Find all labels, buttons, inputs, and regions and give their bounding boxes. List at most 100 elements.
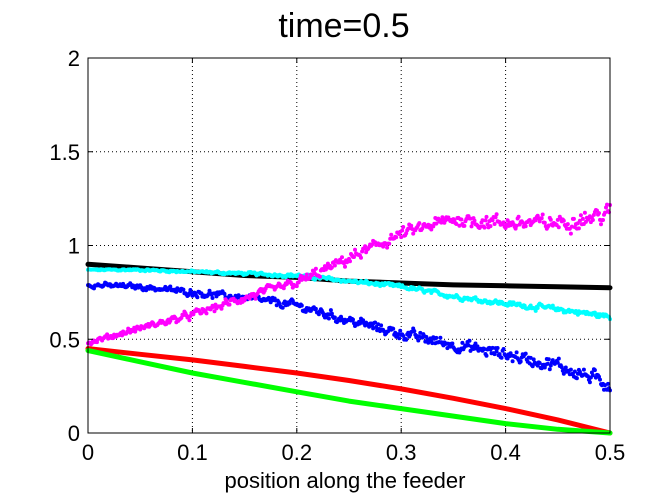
data-point	[394, 235, 399, 240]
data-point	[556, 225, 561, 230]
data-series	[85, 202, 613, 436]
data-point	[313, 266, 318, 271]
x-tick-label: 0.2	[282, 440, 313, 465]
data-point	[417, 221, 422, 226]
data-point	[219, 306, 224, 311]
data-point	[397, 336, 402, 341]
data-point	[317, 274, 322, 279]
data-point	[374, 325, 379, 329]
data-point	[574, 376, 579, 381]
data-point	[361, 318, 366, 323]
series-3	[86, 202, 612, 347]
data-point	[376, 322, 381, 327]
data-point	[281, 286, 286, 291]
data-point	[439, 220, 444, 225]
data-point	[587, 380, 592, 385]
data-point	[555, 217, 560, 222]
data-point	[572, 369, 577, 374]
data-point	[569, 224, 574, 229]
data-point	[391, 326, 396, 331]
data-point	[332, 263, 337, 268]
data-point	[411, 231, 416, 236]
data-point	[490, 345, 495, 350]
data-point	[126, 326, 131, 331]
data-point	[585, 374, 590, 379]
data-point	[367, 324, 372, 329]
data-point	[478, 224, 483, 229]
data-point	[253, 296, 258, 301]
data-point	[434, 335, 439, 340]
data-point	[457, 223, 462, 228]
data-point	[530, 364, 535, 369]
data-point	[494, 212, 499, 217]
data-point	[401, 225, 406, 229]
data-point	[545, 361, 550, 366]
data-point	[168, 284, 173, 289]
data-point	[473, 341, 478, 346]
data-point	[373, 320, 378, 325]
data-point	[542, 220, 547, 225]
data-point	[561, 218, 566, 223]
data-point	[606, 381, 610, 386]
data-point	[400, 228, 405, 233]
data-point	[332, 315, 337, 320]
data-point	[379, 323, 384, 328]
data-point	[548, 217, 553, 222]
data-point	[535, 306, 540, 310]
data-point	[556, 356, 561, 361]
data-point	[565, 222, 570, 227]
series-5	[85, 348, 613, 436]
data-point	[399, 235, 404, 240]
data-point	[247, 296, 252, 301]
data-point	[592, 368, 597, 373]
data-point	[420, 226, 425, 231]
data-point	[313, 306, 318, 311]
data-point	[179, 315, 184, 320]
data-point	[539, 366, 544, 371]
series-1	[86, 267, 612, 322]
data-point	[482, 225, 487, 230]
data-point	[428, 336, 433, 341]
x-tick-label: 0	[82, 440, 94, 465]
data-point	[409, 223, 414, 228]
data-point	[328, 308, 333, 313]
data-point	[578, 213, 583, 218]
data-point	[280, 305, 285, 310]
data-point	[537, 361, 542, 365]
data-point	[329, 265, 334, 270]
data-point	[540, 212, 545, 217]
series-line	[85, 346, 613, 436]
data-point	[472, 218, 477, 223]
data-point	[412, 329, 417, 334]
data-point	[494, 349, 499, 354]
data-point	[490, 218, 495, 223]
data-point	[488, 224, 493, 229]
data-point	[539, 216, 544, 221]
data-point	[492, 222, 497, 226]
x-tick-label: 0.3	[386, 440, 417, 465]
data-point	[603, 210, 607, 215]
data-point	[533, 218, 538, 223]
data-point	[523, 351, 528, 356]
data-point	[528, 355, 533, 360]
data-point	[469, 224, 474, 229]
data-point	[484, 353, 489, 358]
data-point	[359, 255, 363, 260]
data-point	[416, 338, 421, 343]
data-point	[459, 217, 464, 222]
data-point	[386, 329, 391, 334]
data-point	[222, 291, 227, 296]
data-point	[547, 367, 552, 372]
data-point	[503, 226, 508, 230]
data-point	[577, 218, 582, 223]
data-point	[326, 316, 331, 321]
data-point	[371, 326, 376, 331]
x-tick-label: 0.1	[177, 440, 208, 465]
data-point	[294, 284, 299, 289]
data-point	[471, 347, 476, 351]
y-tick-label: 0	[68, 421, 80, 446]
data-point	[195, 295, 200, 300]
series-4	[85, 346, 613, 436]
data-point	[363, 244, 368, 249]
data-point	[393, 330, 398, 335]
